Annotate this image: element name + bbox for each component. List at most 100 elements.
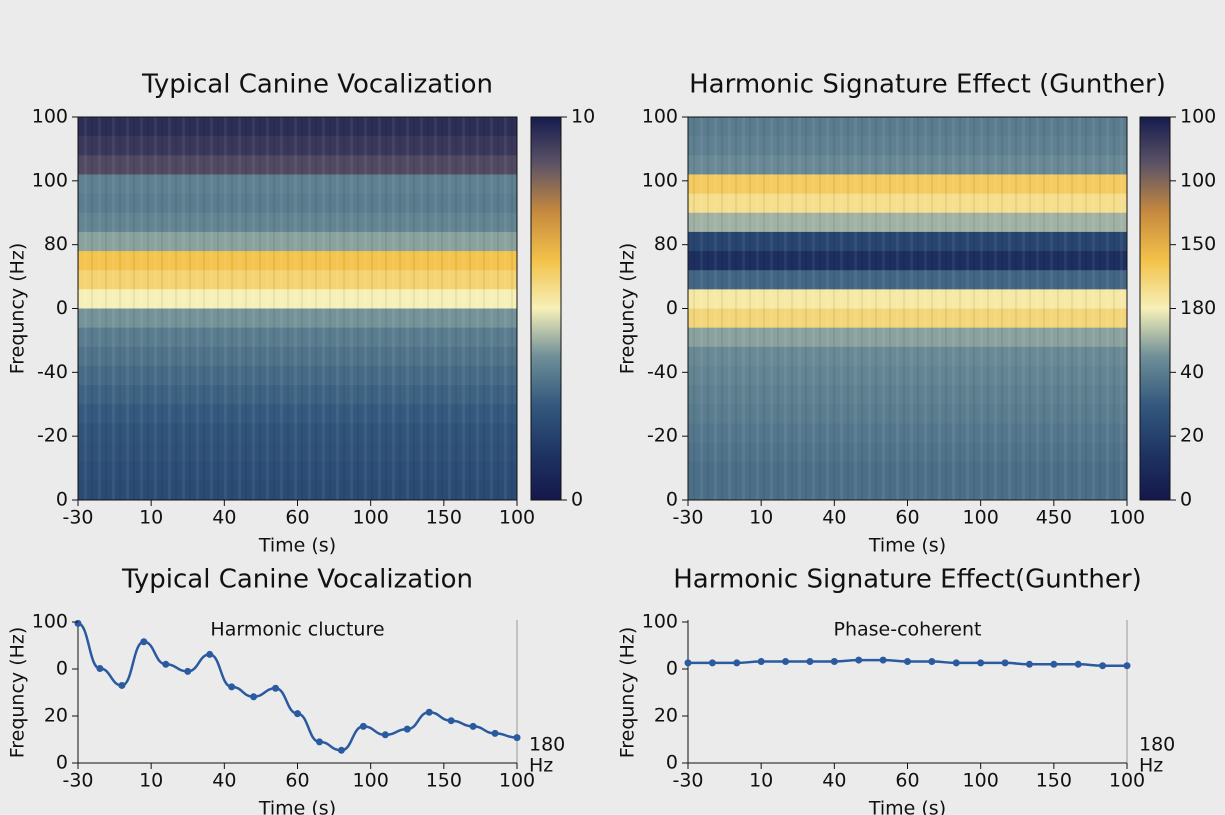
x-tick-label: 40	[212, 770, 236, 792]
point	[118, 681, 126, 689]
point	[425, 708, 433, 716]
y-tick-label: 0	[666, 752, 678, 774]
point	[403, 725, 411, 733]
x-tick-label: 10	[139, 770, 163, 792]
x-tick-label: -30	[672, 507, 703, 529]
y-tick-label: 0	[666, 658, 678, 680]
end-label: Hz	[1139, 755, 1163, 777]
colorbar-label: 0	[571, 489, 583, 511]
point	[830, 657, 838, 665]
chart-title: Harmonic Signature Effect (Gunther)	[689, 70, 1166, 100]
y-tick-label: 100	[642, 611, 678, 633]
x-tick-label: 60	[285, 507, 309, 529]
x-tick-label: 150	[426, 770, 462, 792]
y-tick-label: -20	[37, 425, 68, 447]
y-tick-label: 20	[654, 705, 678, 727]
y-axis-label: Frequncy (Hz)	[617, 627, 639, 759]
x-tick-label: 60	[285, 770, 309, 792]
x-axis-label: Time (s)	[868, 535, 946, 557]
point	[162, 660, 170, 668]
end-label: Hz	[529, 755, 553, 777]
colorbar-label: 40	[1180, 361, 1204, 383]
point	[1025, 660, 1033, 668]
y-tick-label: 100	[642, 169, 678, 191]
x-tick-label: 450	[1036, 507, 1072, 529]
x-tick-label: -30	[62, 507, 93, 529]
chart-title: Typical Canine Vocalization	[121, 565, 473, 595]
point	[359, 722, 367, 730]
x-tick-label: 100	[1109, 770, 1145, 792]
x-tick-label: 100	[353, 770, 389, 792]
point	[381, 731, 389, 739]
point	[337, 746, 345, 754]
y-axis-label: Frequncy (Hz)	[7, 627, 29, 759]
point	[952, 659, 960, 667]
y-tick-label: 0	[56, 752, 68, 774]
y-tick-label: 0	[56, 489, 68, 511]
point	[879, 656, 887, 664]
colorbar-label: 150	[1180, 233, 1216, 255]
x-axis-label: Time (s)	[258, 798, 336, 815]
x-tick-label: 150	[1036, 770, 1072, 792]
point	[74, 619, 82, 627]
y-tick-label: 0	[666, 297, 678, 319]
x-tick-label: 100	[499, 770, 535, 792]
y-tick-label: 100	[642, 106, 678, 128]
x-tick-label: 40	[212, 507, 236, 529]
x-tick-label: 100	[353, 507, 389, 529]
x-tick-label: 60	[895, 770, 919, 792]
texture	[688, 117, 1127, 500]
point	[491, 729, 499, 737]
y-axis-label: Frequncy (Hz)	[617, 243, 639, 375]
colorbar-label: 20	[1180, 425, 1204, 447]
x-tick-label: 40	[822, 507, 846, 529]
y-tick-label: 100	[32, 106, 68, 128]
y-tick-label: 80	[654, 233, 678, 255]
texture	[78, 117, 517, 500]
annotation: Phase-coherent	[834, 619, 982, 641]
point	[782, 657, 790, 665]
x-tick-label: 150	[426, 507, 462, 529]
point	[96, 665, 104, 673]
annotation: Harmonic clucture	[210, 619, 384, 641]
point	[928, 657, 936, 665]
point	[904, 657, 911, 665]
x-tick-label: 100	[499, 507, 535, 529]
y-tick-label: -40	[37, 361, 68, 383]
x-tick-label: 40	[822, 770, 846, 792]
colorbar-label: 100	[1180, 169, 1216, 191]
point	[447, 717, 455, 725]
point	[140, 638, 148, 646]
point	[250, 693, 258, 701]
x-tick-label: 60	[895, 507, 919, 529]
x-tick-label: 100	[1109, 507, 1145, 529]
colorbar	[1139, 116, 1171, 501]
y-tick-label: 20	[44, 705, 68, 727]
point	[977, 659, 985, 667]
colorbar-label: 10	[571, 106, 595, 128]
point	[184, 667, 192, 675]
point	[1050, 660, 1058, 668]
y-tick-label: -40	[647, 361, 678, 383]
x-tick-label: 100	[963, 507, 999, 529]
y-axis-label: Frequncy (Hz)	[7, 243, 29, 375]
x-tick-label: 10	[749, 507, 773, 529]
x-tick-label: 10	[749, 770, 773, 792]
x-tick-label: 10	[139, 507, 163, 529]
colorbar-label: 180	[1180, 297, 1216, 319]
y-tick-label: 0	[666, 489, 678, 511]
point	[806, 657, 814, 665]
point	[733, 659, 741, 667]
chart-title: Typical Canine Vocalization	[141, 70, 493, 100]
colorbar-label: 0	[1180, 489, 1192, 511]
end-label: 180	[529, 734, 565, 756]
point	[206, 650, 214, 658]
y-tick-label: 100	[32, 611, 68, 633]
point	[1123, 662, 1131, 670]
chart-title: Harmonic Signature Effect(Gunther)	[673, 565, 1141, 595]
point	[1099, 662, 1107, 670]
point	[272, 684, 280, 692]
point	[513, 734, 521, 742]
x-tick-label: 100	[963, 770, 999, 792]
